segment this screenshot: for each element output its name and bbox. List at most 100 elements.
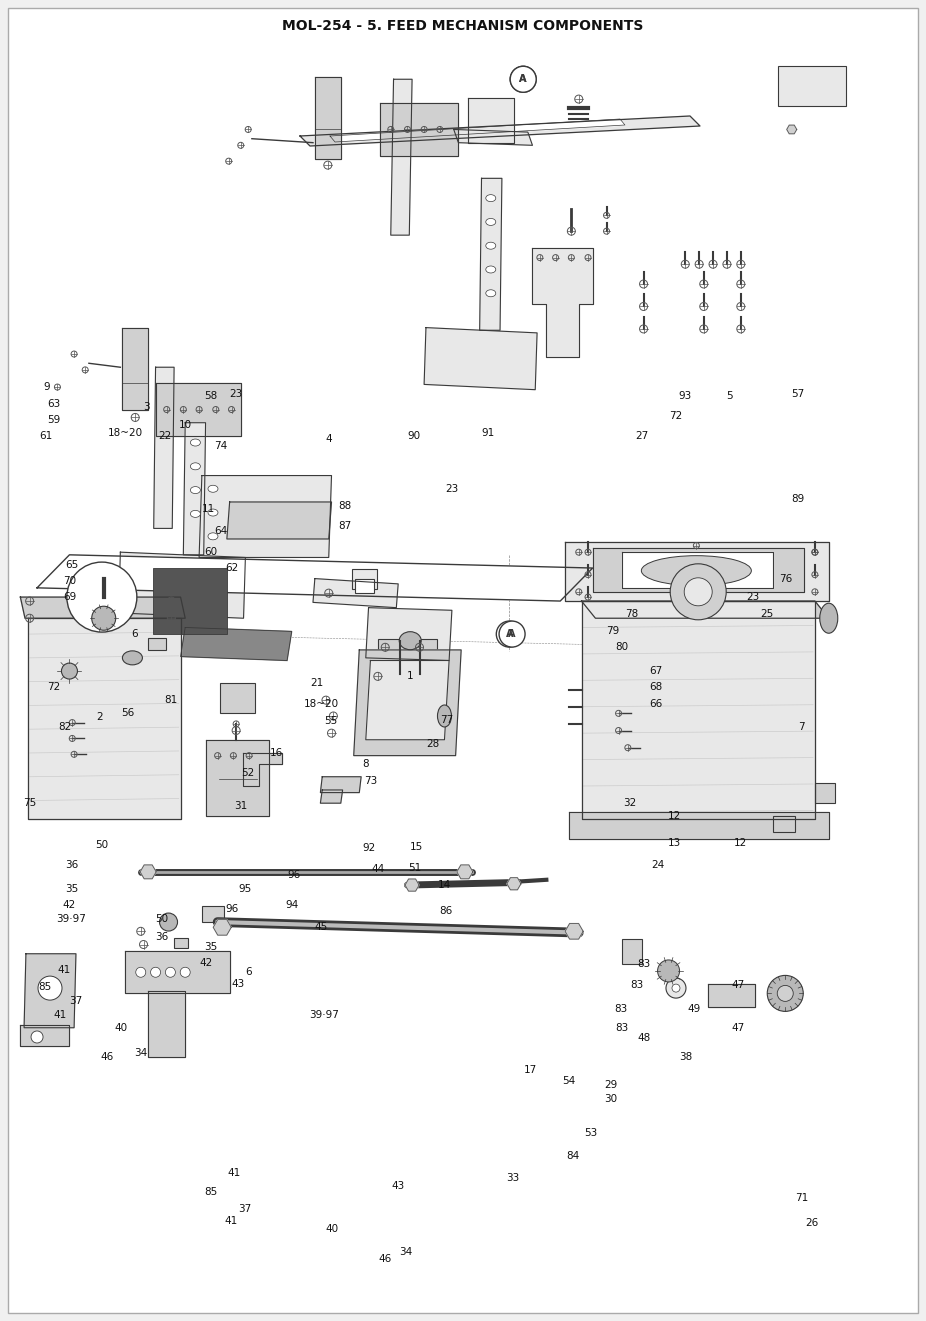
- Polygon shape: [199, 476, 332, 557]
- Text: 12: 12: [734, 838, 747, 848]
- Polygon shape: [183, 423, 206, 555]
- Polygon shape: [507, 877, 521, 890]
- Text: 26: 26: [806, 1218, 819, 1229]
- Text: 38: 38: [680, 1052, 693, 1062]
- Polygon shape: [320, 777, 361, 793]
- Circle shape: [67, 563, 137, 631]
- Polygon shape: [708, 984, 755, 1007]
- Text: 68: 68: [649, 682, 662, 692]
- Text: 27: 27: [635, 431, 648, 441]
- Text: 43: 43: [392, 1181, 405, 1192]
- Text: 83: 83: [616, 1022, 629, 1033]
- Polygon shape: [315, 77, 341, 159]
- Text: 45: 45: [315, 922, 328, 933]
- Text: 57: 57: [792, 388, 805, 399]
- Ellipse shape: [399, 631, 421, 650]
- Bar: [220, 683, 256, 713]
- Text: 96: 96: [288, 869, 301, 880]
- Circle shape: [61, 663, 78, 679]
- Text: 74: 74: [214, 441, 227, 452]
- Text: 10: 10: [179, 420, 192, 431]
- Polygon shape: [24, 954, 76, 1028]
- Ellipse shape: [486, 194, 495, 202]
- Text: 90: 90: [407, 431, 420, 441]
- Text: 47: 47: [732, 1022, 745, 1033]
- Bar: [355, 579, 374, 593]
- Text: 35: 35: [205, 942, 218, 952]
- Text: 75: 75: [23, 798, 36, 808]
- Circle shape: [181, 967, 190, 978]
- Text: 69: 69: [63, 592, 76, 602]
- Bar: [773, 816, 795, 832]
- Text: 9: 9: [43, 382, 50, 392]
- Bar: [148, 638, 166, 650]
- Polygon shape: [140, 865, 156, 878]
- Text: 8: 8: [362, 758, 369, 769]
- Polygon shape: [565, 923, 583, 939]
- Polygon shape: [787, 125, 796, 133]
- Circle shape: [38, 976, 62, 1000]
- Text: 7: 7: [797, 721, 805, 732]
- Text: 92: 92: [362, 843, 375, 853]
- Polygon shape: [366, 608, 452, 660]
- Polygon shape: [181, 627, 292, 660]
- Ellipse shape: [486, 266, 495, 273]
- Text: 59: 59: [47, 415, 60, 425]
- Text: 54: 54: [562, 1075, 575, 1086]
- Polygon shape: [313, 579, 398, 608]
- Polygon shape: [593, 548, 804, 592]
- Text: 85: 85: [39, 982, 52, 992]
- Text: 94: 94: [285, 900, 298, 910]
- Text: 29: 29: [605, 1079, 618, 1090]
- Text: 48: 48: [637, 1033, 650, 1044]
- Text: 30: 30: [605, 1094, 618, 1104]
- Ellipse shape: [208, 509, 218, 517]
- Ellipse shape: [122, 651, 143, 664]
- Circle shape: [672, 984, 680, 992]
- Text: 25: 25: [760, 609, 773, 620]
- Text: 2: 2: [96, 712, 104, 723]
- Ellipse shape: [486, 242, 495, 250]
- Text: 66: 66: [649, 699, 662, 709]
- Text: 77: 77: [440, 715, 453, 725]
- Text: 23: 23: [445, 483, 458, 494]
- Polygon shape: [391, 79, 412, 235]
- Bar: [622, 939, 643, 964]
- Ellipse shape: [191, 439, 200, 446]
- Polygon shape: [206, 740, 269, 816]
- Text: 37: 37: [238, 1203, 251, 1214]
- Bar: [352, 569, 377, 589]
- Text: 44: 44: [371, 864, 384, 875]
- Polygon shape: [569, 812, 829, 839]
- Text: 73: 73: [364, 775, 377, 786]
- Text: 17: 17: [524, 1065, 537, 1075]
- Polygon shape: [28, 618, 181, 819]
- Text: 49: 49: [688, 1004, 701, 1015]
- Text: 21: 21: [310, 678, 323, 688]
- Text: 41: 41: [228, 1168, 241, 1178]
- Polygon shape: [366, 660, 449, 740]
- Bar: [815, 783, 835, 803]
- Polygon shape: [243, 753, 282, 786]
- Circle shape: [684, 577, 712, 606]
- Bar: [378, 638, 407, 660]
- Circle shape: [510, 66, 536, 92]
- Circle shape: [166, 967, 175, 978]
- Text: 41: 41: [54, 1009, 67, 1020]
- Circle shape: [92, 606, 116, 630]
- Text: 46: 46: [379, 1254, 392, 1264]
- Polygon shape: [148, 991, 185, 1057]
- Text: 84: 84: [567, 1151, 580, 1161]
- Text: A: A: [519, 74, 527, 85]
- Text: 46: 46: [101, 1052, 114, 1062]
- Circle shape: [496, 621, 522, 647]
- Ellipse shape: [191, 510, 200, 518]
- Text: 50: 50: [156, 914, 169, 925]
- Polygon shape: [122, 328, 148, 410]
- Text: 22: 22: [158, 431, 171, 441]
- Text: 28: 28: [427, 738, 440, 749]
- Text: 15: 15: [410, 841, 423, 852]
- Bar: [202, 906, 224, 922]
- Circle shape: [777, 985, 794, 1001]
- Polygon shape: [330, 119, 625, 141]
